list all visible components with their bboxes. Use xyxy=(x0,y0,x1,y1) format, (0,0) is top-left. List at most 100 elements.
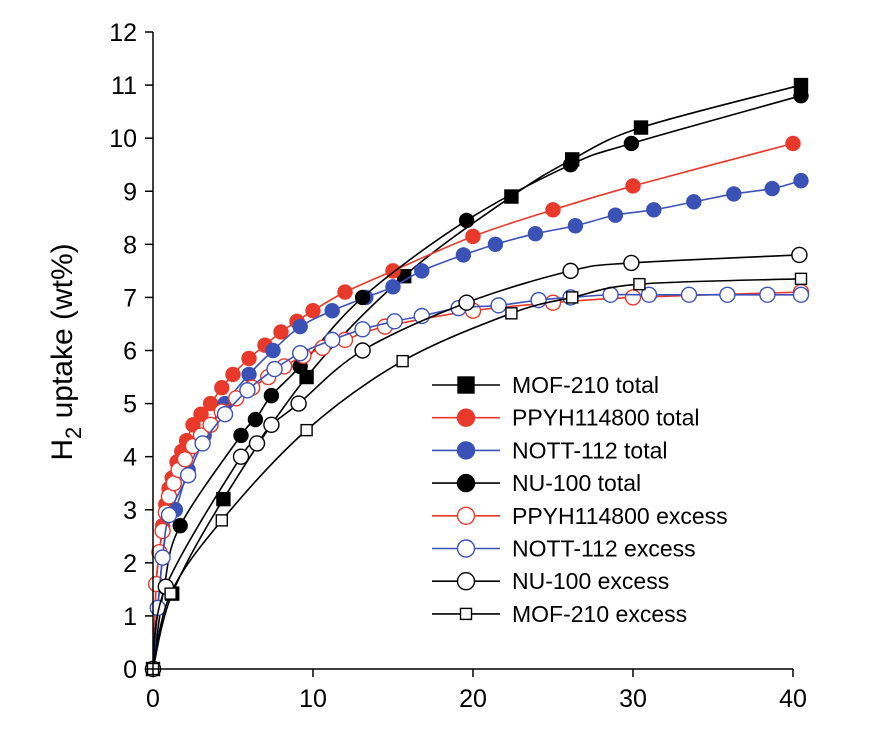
x-tick-label: 40 xyxy=(779,685,807,713)
series-line xyxy=(152,278,802,670)
legend-label: MOF-210 total xyxy=(512,372,659,398)
y-tick-label: 8 xyxy=(123,231,137,259)
legend-marker xyxy=(456,441,476,460)
data-point xyxy=(273,324,289,340)
x-axis: 0 10 20 30 40 xyxy=(146,668,807,713)
data-point xyxy=(455,247,472,263)
data-point xyxy=(290,395,307,412)
data-point xyxy=(305,302,321,319)
legend-marker xyxy=(457,376,475,394)
data-point xyxy=(185,417,201,433)
y-tick-label: 0 xyxy=(123,656,137,684)
data-point xyxy=(791,246,808,264)
y-tick-label: 11 xyxy=(111,72,137,100)
y-tick-label: 9 xyxy=(123,178,137,206)
legend-item: NU-100 total xyxy=(432,470,641,496)
legend-label: NU-100 total xyxy=(512,470,641,496)
legend-marker xyxy=(456,539,476,558)
legend-item: MOF-210 total xyxy=(432,372,659,398)
y-axis-title: H2 uptake (wt%) xyxy=(46,243,86,460)
data-point xyxy=(793,87,809,104)
data-point xyxy=(300,423,313,437)
data-point xyxy=(215,514,229,527)
data-point xyxy=(241,366,257,383)
legend-label: NOTT-112 total xyxy=(512,437,668,463)
data-point xyxy=(607,207,624,223)
data-point xyxy=(324,331,341,349)
y-tick-label: 3 xyxy=(123,497,137,525)
data-point xyxy=(785,135,801,152)
data-point xyxy=(794,272,808,286)
plot-area xyxy=(144,77,810,678)
data-point xyxy=(292,318,308,335)
data-point xyxy=(248,435,266,452)
data-point xyxy=(386,313,403,330)
data-point xyxy=(764,180,780,197)
y-tick-label: 6 xyxy=(123,338,137,366)
legend-item: PPYH114800 excess xyxy=(432,503,728,529)
data-point xyxy=(214,379,230,396)
data-point xyxy=(623,135,640,152)
data-point xyxy=(337,284,353,300)
data-point xyxy=(266,360,283,378)
y-tick-label: 7 xyxy=(123,284,137,312)
data-point xyxy=(527,226,544,242)
data-point xyxy=(566,291,579,304)
data-point xyxy=(216,491,231,507)
series-nott-112-total xyxy=(145,172,809,677)
data-point xyxy=(176,451,194,468)
data-point xyxy=(232,448,250,465)
legend-marker xyxy=(459,607,473,621)
data-point xyxy=(465,228,481,245)
data-point xyxy=(179,467,197,484)
data-point xyxy=(686,194,702,210)
series-line xyxy=(152,293,801,670)
data-point xyxy=(562,262,579,280)
data-point xyxy=(265,342,281,359)
data-point xyxy=(354,342,371,359)
data-point xyxy=(458,212,475,229)
data-point xyxy=(680,286,698,303)
data-point xyxy=(623,254,640,272)
data-point xyxy=(487,236,504,253)
data-point xyxy=(324,302,340,319)
data-point xyxy=(726,186,742,202)
legend-marker xyxy=(456,408,476,427)
y-axis-title-prefix: H xyxy=(46,439,79,461)
data-point xyxy=(292,344,309,362)
y-axis-title-subscript: 2 xyxy=(61,427,86,439)
data-point xyxy=(263,416,280,434)
legend-item: NOTT-112 total xyxy=(432,437,668,463)
legend-label: MOF-210 excess xyxy=(512,601,687,627)
legend-marker xyxy=(456,572,476,591)
series-nott-112-excess xyxy=(144,286,810,678)
y-axis-title-suffix: uptake (wt%) xyxy=(46,243,79,426)
data-point xyxy=(160,506,178,524)
data-point xyxy=(396,354,409,368)
data-point xyxy=(154,549,171,566)
data-point xyxy=(792,286,810,303)
data-point xyxy=(241,350,257,367)
data-point xyxy=(793,172,809,189)
legend-label: PPYH114800 total xyxy=(512,405,700,431)
data-point xyxy=(354,321,371,338)
data-point xyxy=(633,277,646,291)
legend-item: MOF-210 excess xyxy=(432,601,687,627)
legend: MOF-210 total PPYH114800 total NOTT-112 to… xyxy=(432,372,728,627)
data-point xyxy=(239,382,256,399)
series-line xyxy=(152,254,800,670)
data-point xyxy=(490,297,507,314)
x-tick-label: 20 xyxy=(459,685,487,713)
data-point xyxy=(354,289,371,306)
data-point xyxy=(505,307,518,320)
data-point xyxy=(154,522,171,540)
data-point xyxy=(193,406,209,422)
legend-item: NU-100 excess xyxy=(432,568,669,594)
data-point xyxy=(562,157,579,173)
legend-item: PPYH114800 total xyxy=(432,405,700,431)
data-point xyxy=(458,294,475,311)
legend-marker xyxy=(456,473,476,493)
series-nu-100-excess xyxy=(144,246,808,678)
